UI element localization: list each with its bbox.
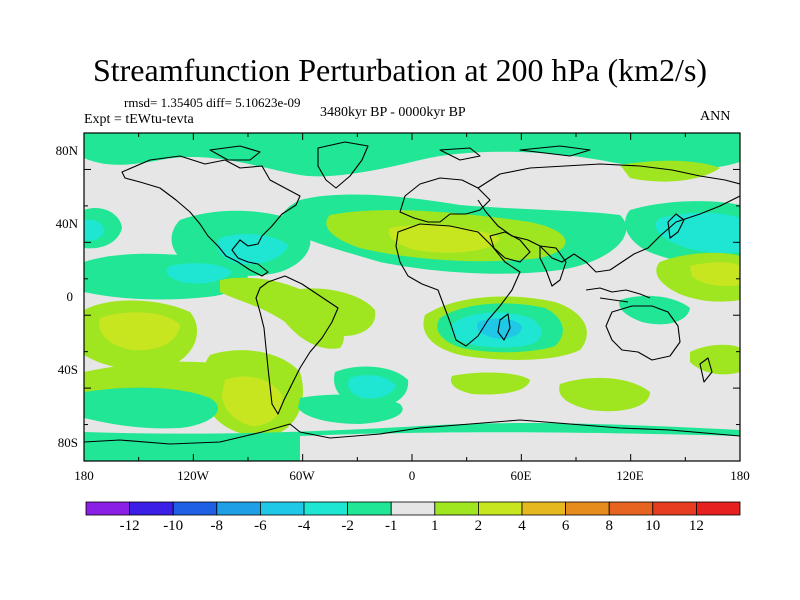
colorbar-label: 1: [431, 518, 439, 534]
colorbar-label: -1: [384, 518, 398, 534]
contour-se-pacific: [690, 344, 740, 375]
colorbar-swatch: [652, 501, 697, 516]
stats-label: rmsd= 1.35405 diff= 5.10623e-09: [124, 95, 301, 110]
colorbar-swatch: [85, 501, 130, 516]
x-tick-label-120e: 120E: [616, 468, 644, 483]
x-tick-label-120w: 120W: [177, 468, 209, 483]
x-tick-label-180e: 180: [730, 468, 750, 483]
colorbar-swatch: [129, 501, 174, 516]
map-panel: [84, 133, 740, 461]
contour-wedge-low: [84, 219, 105, 241]
contour-africa-high-core: [388, 224, 500, 253]
x-tick-label-60w: 60W: [289, 468, 315, 483]
y-tick-label-40s: 40S: [57, 362, 78, 377]
colorbar-label: -2: [341, 518, 354, 534]
colorbar-label: -6: [254, 518, 267, 534]
contour-tropic-wpac-core: [690, 262, 740, 286]
period-label: 3480kyr BP - 0000kyr BP: [320, 105, 466, 120]
colorbar-swatch: [565, 501, 610, 516]
colorbar-label: -10: [163, 518, 184, 534]
coast-south-america: [255, 275, 339, 415]
colorbar-label: 4: [518, 518, 526, 534]
contour-fills: [84, 133, 740, 461]
contour-antarctic-hide: [300, 432, 740, 461]
colorbar-swatch: [390, 501, 436, 516]
colorbar-swatch: [608, 501, 654, 516]
colorbar-swatch: [434, 501, 479, 516]
coast-japan: [667, 213, 685, 239]
contour-indian-core: [476, 318, 522, 339]
colorbar-swatch: [303, 501, 348, 516]
contour-tatl-green: [295, 288, 376, 337]
coastlines: [84, 141, 740, 445]
coast-arctic-islands: [209, 145, 591, 161]
experiment-label: Expt = tEWtu-tevta: [84, 112, 194, 127]
colorbar-swatch: [172, 501, 218, 516]
x-tick-label-180w: 180: [74, 468, 94, 483]
y-tick-label-80n: 80N: [55, 143, 78, 158]
contour-sind-green-2: [559, 377, 650, 412]
coast-madagascar: [497, 313, 511, 341]
colorbar-swatch: [696, 501, 741, 516]
colorbar-swatch: [521, 501, 566, 516]
colorbar-label: 10: [645, 518, 661, 534]
colorbar-swatch: [259, 501, 305, 516]
contour-cpac-low: [166, 263, 232, 284]
coast-europe: [399, 177, 491, 223]
season-label: ANN: [700, 109, 731, 124]
colorbar-label: 2: [474, 518, 483, 534]
y-tick-label-0: 0: [66, 289, 74, 304]
contour-sindian-green: [450, 372, 530, 395]
contour-spac-high-core: [99, 312, 180, 351]
contour-satl-low: [348, 375, 396, 399]
coast-africa: [395, 223, 521, 347]
coast-new-zealand: [699, 357, 713, 383]
contour-southern-band: [84, 387, 219, 429]
colorbar-label: -8: [210, 518, 224, 534]
colorbar-label: -12: [119, 518, 140, 534]
coast-india: [539, 245, 567, 287]
y-tick-label-80s: 80S: [57, 435, 78, 450]
colorbar-label: -4: [297, 518, 311, 534]
contour-caribbean-low: [217, 234, 288, 265]
plot-title: Streamfunction Perturbation at 200 hPa (…: [92, 52, 708, 88]
contour-arctic-yellowgreen: [620, 160, 720, 182]
colorbar-swatch: [477, 501, 523, 516]
contour-samerica-green: [220, 277, 344, 349]
colorbar-label: 12: [688, 518, 704, 534]
coast-north-america: [121, 155, 301, 277]
colorbar: [85, 501, 741, 516]
contour-arctic-band: [84, 133, 740, 177]
coast-australia: [605, 305, 681, 361]
axis-ticks: [83, 132, 741, 462]
contour-samerica-high-core: [222, 376, 283, 426]
colorbar-label: 8: [605, 518, 613, 534]
coast-antarctica: [84, 419, 740, 445]
contour-wpac-low: [655, 212, 740, 254]
y-tick-label-40n: 40N: [55, 216, 78, 231]
x-tick-label-0: 0: [408, 468, 416, 483]
coast-arabia: [489, 231, 531, 263]
colorbar-swatch: [216, 501, 261, 516]
x-tick-label-60e: 60E: [510, 468, 532, 483]
colorbar-label: 6: [561, 518, 570, 534]
colorbar-swatch: [347, 501, 392, 516]
coast-greenland: [317, 141, 369, 189]
coast-indonesia: [585, 287, 651, 303]
